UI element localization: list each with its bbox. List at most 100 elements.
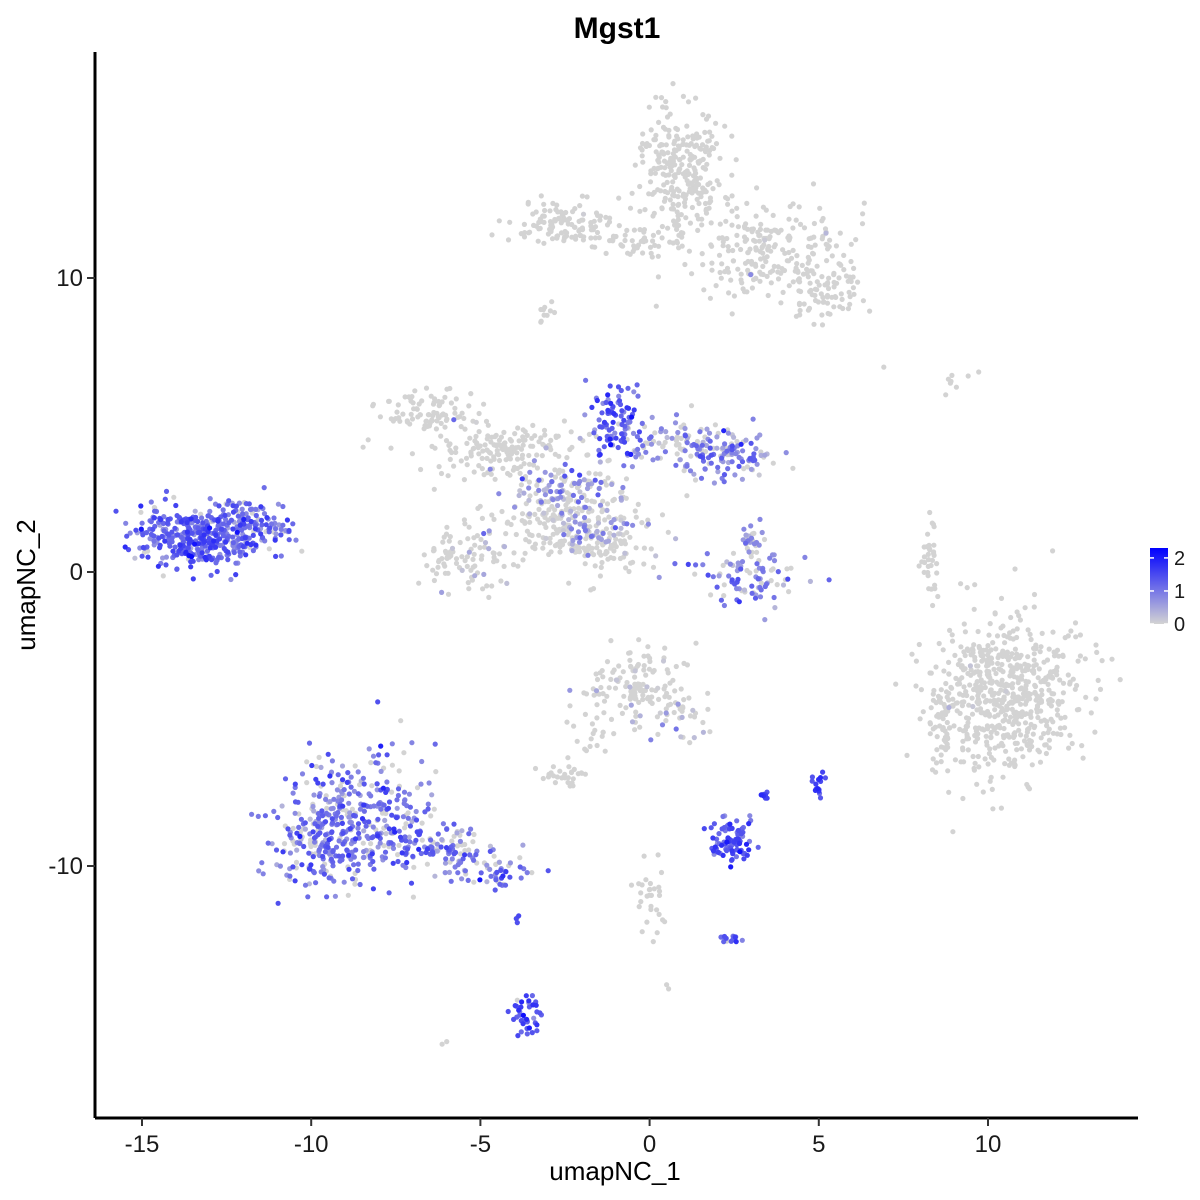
cell-point: [823, 230, 829, 236]
cell-point: [800, 271, 807, 277]
cell-point: [526, 485, 532, 491]
cell-point: [700, 112, 706, 118]
cell-point: [922, 559, 928, 566]
cell-point: [444, 1039, 450, 1045]
cell-point: [462, 558, 468, 564]
cell-point: [987, 746, 993, 752]
cell-point: [222, 512, 228, 519]
cell-point: [1068, 628, 1074, 634]
cell-point: [662, 449, 669, 455]
cell-point: [738, 566, 744, 572]
cell-point: [632, 668, 638, 674]
cell-point: [1012, 646, 1019, 652]
cell-point: [476, 429, 482, 435]
cell-point: [993, 670, 999, 677]
cell-point: [565, 755, 571, 761]
cell-point: [531, 458, 538, 464]
cell-point: [719, 261, 725, 267]
cell-point: [944, 741, 950, 747]
cell-point: [538, 193, 544, 199]
cell-point: [658, 426, 665, 432]
cell-point: [334, 787, 340, 793]
cell-point: [797, 307, 803, 314]
cell-point: [693, 562, 699, 568]
cell-point: [550, 517, 556, 523]
cell-point: [599, 733, 605, 739]
cell-point: [438, 470, 445, 477]
cell-point: [735, 224, 742, 230]
cell-point: [678, 230, 685, 236]
cell-point: [424, 846, 431, 852]
cell-point: [471, 469, 477, 475]
cell-point: [587, 743, 593, 750]
cell-point: [620, 484, 626, 491]
cell-point: [275, 900, 281, 906]
cell-point: [932, 586, 938, 592]
cell-point: [542, 304, 548, 310]
cell-point: [335, 821, 341, 827]
cell-point: [494, 448, 500, 454]
cell-point: [160, 520, 167, 527]
cell-point: [1007, 630, 1013, 636]
cell-point: [616, 393, 622, 399]
cell-point: [336, 838, 342, 844]
cell-point: [440, 539, 446, 545]
cell-point: [971, 642, 977, 648]
cell-point: [1000, 653, 1006, 660]
color-legend: 012: [1150, 548, 1185, 636]
cell-point: [441, 561, 447, 567]
cell-point: [1012, 763, 1018, 770]
cell-point: [796, 204, 802, 210]
cell-point: [459, 567, 465, 574]
cell-point: [536, 477, 542, 483]
cell-point: [220, 533, 227, 539]
cell-point: [466, 586, 472, 592]
cell-point: [1088, 710, 1094, 716]
cell-point: [520, 442, 526, 448]
cell-point: [595, 492, 601, 498]
cell-point: [497, 442, 503, 448]
cell-point: [966, 702, 972, 708]
cell-point: [704, 551, 710, 557]
cell-point: [453, 396, 459, 402]
cell-point: [708, 220, 714, 226]
cell-point: [433, 426, 439, 432]
cell-point: [439, 837, 445, 843]
cell-point: [812, 242, 818, 248]
cell-point: [749, 531, 756, 537]
cell-point: [739, 476, 746, 482]
cell-point: [369, 851, 375, 857]
cell-point: [410, 853, 416, 859]
cell-point: [747, 813, 753, 819]
cell-point: [738, 271, 744, 277]
cell-point: [276, 522, 282, 528]
cell-point: [650, 939, 656, 945]
cell-point: [947, 380, 954, 386]
cell-point: [762, 452, 768, 458]
cell-point: [600, 674, 606, 680]
cell-point: [601, 710, 607, 716]
cell-point: [790, 201, 796, 207]
cell-point: [684, 463, 690, 469]
cell-point: [1066, 745, 1072, 751]
cell-point: [606, 685, 612, 691]
cell-point: [221, 521, 227, 527]
cell-point: [619, 408, 625, 414]
cell-point: [725, 244, 731, 250]
cell-point: [996, 743, 1002, 749]
cell-point: [974, 679, 980, 685]
cell-point: [315, 780, 321, 786]
data-points: [113, 81, 1123, 1047]
cell-point: [807, 578, 814, 585]
cell-point: [599, 424, 605, 430]
cell-point: [138, 526, 144, 532]
cell-point: [706, 152, 712, 158]
cell-point: [721, 479, 727, 485]
cell-point: [620, 243, 626, 249]
cell-point: [432, 741, 438, 747]
cell-point: [958, 644, 964, 650]
cell-point: [537, 1010, 543, 1016]
x-tick-label: -10: [294, 1131, 329, 1158]
cell-point: [584, 485, 591, 492]
cell-point: [707, 438, 713, 444]
